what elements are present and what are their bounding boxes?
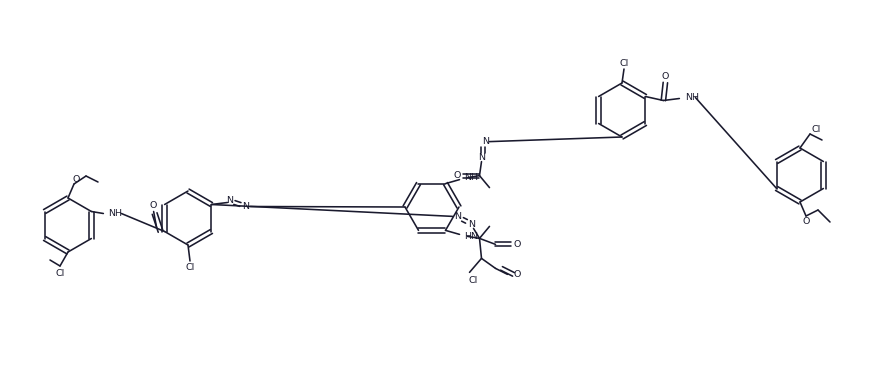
Text: O: O — [453, 171, 461, 180]
Text: O: O — [150, 201, 157, 210]
Text: N: N — [241, 202, 248, 211]
Text: Cl: Cl — [468, 276, 478, 285]
Text: N: N — [478, 153, 485, 162]
Text: Cl: Cl — [55, 270, 65, 279]
Text: NH: NH — [108, 209, 122, 218]
Text: N: N — [481, 137, 488, 146]
Text: O: O — [802, 217, 809, 226]
Text: N: N — [453, 212, 460, 221]
Text: NH: NH — [685, 93, 699, 102]
Text: NH: NH — [464, 173, 478, 182]
Text: Cl: Cl — [810, 126, 820, 135]
Text: HN: HN — [464, 232, 478, 241]
Text: Cl: Cl — [185, 264, 194, 273]
Text: O: O — [661, 72, 668, 81]
Text: Cl: Cl — [619, 59, 628, 68]
Text: N: N — [467, 220, 474, 229]
Text: O: O — [514, 240, 521, 249]
Text: O: O — [72, 176, 80, 185]
Text: O: O — [514, 270, 521, 279]
Text: N: N — [226, 196, 233, 205]
